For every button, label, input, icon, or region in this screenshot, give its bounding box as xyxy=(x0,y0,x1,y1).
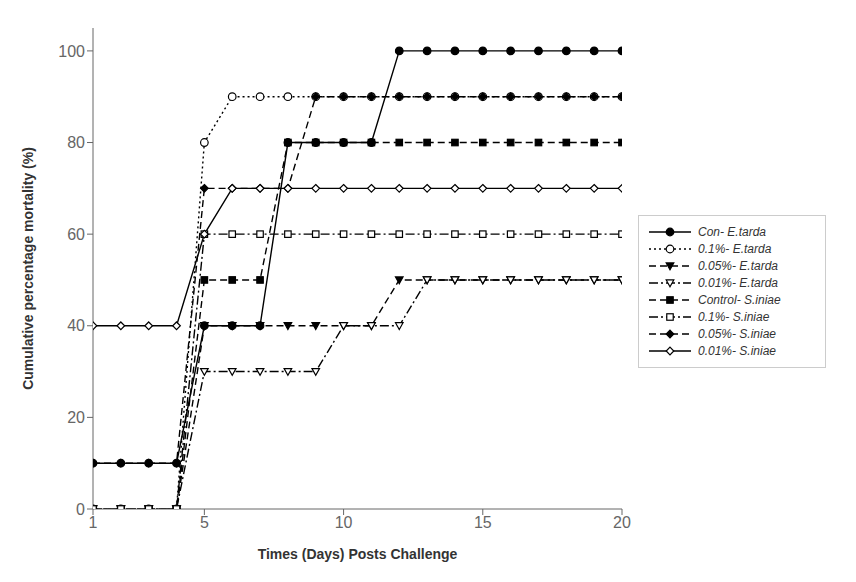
html-text:0.05%- S.iniae: 0.05%- S.iniae xyxy=(698,326,776,341)
svg-text:1: 1 xyxy=(89,514,98,531)
svg-text:Cumulative percentage mortalit: Cumulative percentage mortality (%) xyxy=(20,147,36,390)
svg-text:80: 80 xyxy=(67,134,85,151)
svg-text:15: 15 xyxy=(474,514,492,531)
html-text:0.01%- S.iniae: 0.01%- S.iniae xyxy=(698,343,776,358)
html-text:0.05%- E.tarda: 0.05%- E.tarda xyxy=(698,258,778,273)
svg-text:40: 40 xyxy=(67,317,85,334)
html-text:0.1%- S.iniae: 0.1%- S.iniae xyxy=(698,309,770,324)
svg-text:20: 20 xyxy=(613,514,631,531)
html-text:Control- S.iniae: Control- S.iniae xyxy=(698,292,781,307)
svg-text:Times (Days) Posts Challenge: Times (Days) Posts Challenge xyxy=(258,546,458,562)
svg-text:100: 100 xyxy=(58,43,85,60)
svg-text:10: 10 xyxy=(335,514,353,531)
svg-text:20: 20 xyxy=(67,409,85,426)
svg-text:60: 60 xyxy=(67,226,85,243)
svg-text:0: 0 xyxy=(76,501,85,518)
html-text:0.1%- E.tarda: 0.1%- E.tarda xyxy=(698,241,772,256)
svg-text:5: 5 xyxy=(200,514,209,531)
html-text:Con- E.tarda: Con- E.tarda xyxy=(698,224,766,239)
html-text:0.01%- E.tarda: 0.01%- E.tarda xyxy=(698,275,778,290)
